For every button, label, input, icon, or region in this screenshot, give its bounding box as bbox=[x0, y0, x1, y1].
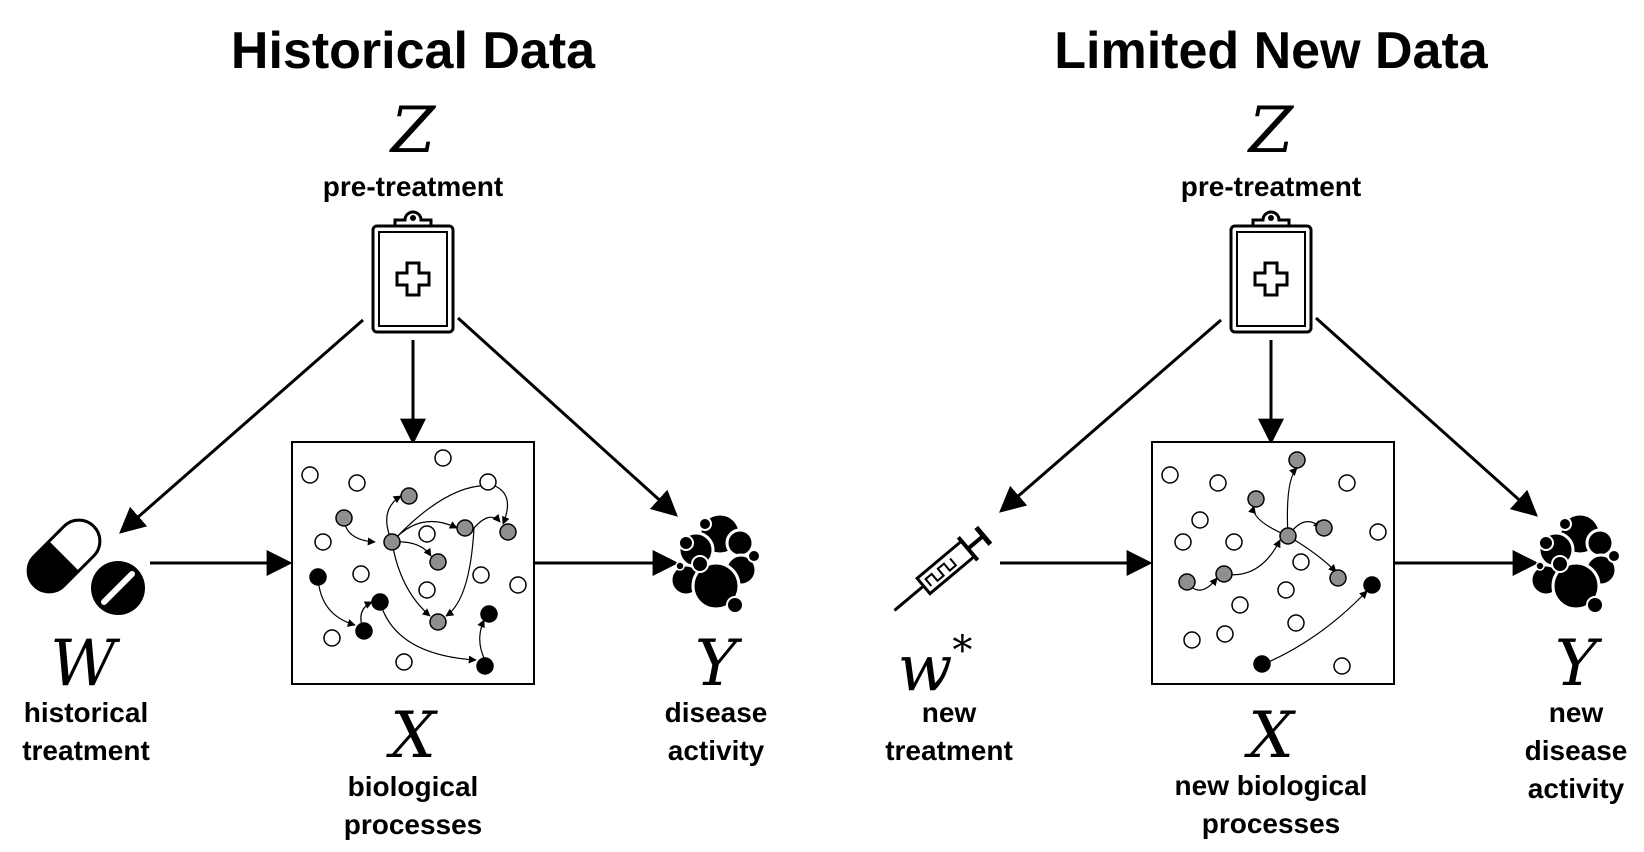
arrow-z-to-w bbox=[119, 318, 364, 534]
left-panel-title: Historical Data bbox=[231, 22, 596, 80]
left-y-label-line2: activity bbox=[668, 735, 765, 766]
arrow-z-to-y-new bbox=[1314, 316, 1538, 517]
left-x-label-line2: processes bbox=[344, 809, 483, 840]
right-z-label: pre-treatment bbox=[1181, 171, 1361, 202]
right-x-label-line1: new biological bbox=[1175, 770, 1368, 801]
left-x-box bbox=[291, 441, 535, 685]
syringe-icon bbox=[893, 525, 993, 612]
right-w-symbol: w* bbox=[898, 628, 973, 706]
left-x-label-line1: biological bbox=[348, 771, 479, 802]
right-panel-title: Limited New Data bbox=[1054, 22, 1488, 80]
right-z-symbol: Z bbox=[1247, 94, 1295, 168]
left-w-label-line1: historical bbox=[24, 697, 148, 728]
right-process-nodes bbox=[1161, 451, 1387, 675]
right-y-symbol: Y bbox=[1555, 627, 1603, 701]
left-z-label: pre-treatment bbox=[323, 171, 503, 202]
left-w-symbol: W bbox=[50, 627, 121, 701]
left-w-label-line2: treatment bbox=[22, 735, 150, 766]
right-y-label-line2: disease bbox=[1525, 735, 1628, 766]
left-y-symbol: Y bbox=[695, 627, 743, 701]
right-w-label-line2: treatment bbox=[885, 735, 1013, 766]
left-panel: Historical Data Z pre-treatment bbox=[22, 22, 768, 840]
clipboard-medical-icon bbox=[1229, 210, 1313, 334]
cell-cluster-icon bbox=[669, 512, 761, 614]
cell-cluster-icon bbox=[1529, 512, 1621, 614]
right-y-label-line1: new bbox=[1549, 697, 1604, 728]
arrow-z-to-y bbox=[456, 316, 678, 517]
right-w-label-line1: new bbox=[922, 697, 977, 728]
right-w-superscript: * bbox=[952, 628, 972, 674]
left-z-symbol: Z bbox=[389, 94, 437, 168]
right-panel: Limited New Data Z pre-treatment bbox=[885, 22, 1628, 839]
pills-icon bbox=[26, 518, 145, 615]
right-y-label-line3: activity bbox=[1528, 773, 1625, 804]
right-x-symbol: X bbox=[1243, 699, 1296, 773]
left-process-nodes bbox=[301, 449, 527, 675]
right-w-symbol-letter: w bbox=[898, 632, 953, 706]
left-x-symbol: X bbox=[385, 699, 438, 773]
right-x-label-line2: processes bbox=[1202, 808, 1341, 839]
clipboard-medical-icon bbox=[371, 210, 455, 334]
left-y-label-line1: disease bbox=[665, 697, 768, 728]
arrow-z-to-w-new bbox=[999, 318, 1222, 513]
